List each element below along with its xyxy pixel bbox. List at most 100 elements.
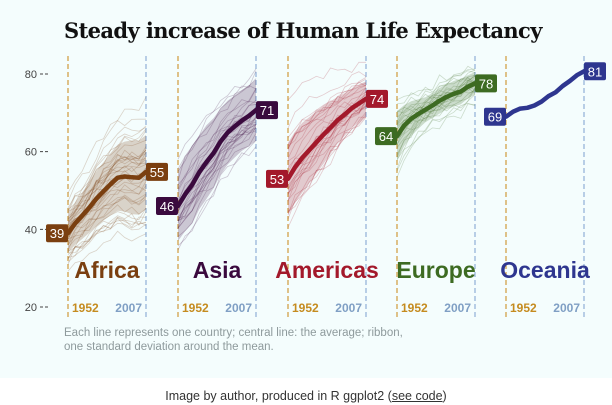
americas-country-line xyxy=(287,114,367,212)
americas-country-line xyxy=(287,78,367,138)
africa-end-value-label-badge xyxy=(146,162,168,181)
africa-country-line xyxy=(67,207,147,254)
asia-country-line xyxy=(177,121,257,218)
europe-start-value-label-badge xyxy=(375,127,397,146)
africa-country-line xyxy=(67,126,147,212)
americas-country-line xyxy=(287,108,366,186)
asia-start-value-label: 46 xyxy=(160,199,174,214)
americas-country-line xyxy=(287,116,367,228)
africa-country-line xyxy=(67,128,147,209)
asia-country-line xyxy=(177,124,257,222)
africa-start-value-label-badge xyxy=(46,224,68,243)
asia-country-line xyxy=(177,70,257,170)
americas-country-line xyxy=(287,100,367,195)
americas-country-line xyxy=(287,77,367,146)
europe-country-line xyxy=(396,94,476,170)
europe-country-line xyxy=(396,75,476,123)
chart-panel xyxy=(0,0,612,378)
asia-country-line xyxy=(177,100,257,190)
americas-country-line xyxy=(287,91,367,162)
y-tick-label: 60 xyxy=(25,147,37,159)
y-tick-label: 40 xyxy=(25,224,37,236)
europe-country-line xyxy=(396,102,476,172)
europe-mean-line xyxy=(394,81,478,139)
europe-country-line xyxy=(396,77,476,125)
asia-country-line xyxy=(177,123,257,221)
africa-country-line xyxy=(67,151,147,223)
africa-country-line xyxy=(67,96,147,193)
oceania-start-year-label: 1952 xyxy=(510,301,537,315)
africa-region-label: Africa xyxy=(74,257,139,283)
asia-country-line xyxy=(177,104,257,201)
africa-country-line xyxy=(67,139,147,212)
americas-country-line xyxy=(287,61,366,101)
africa-country-line xyxy=(67,149,147,219)
europe-end-year-label: 2007 xyxy=(444,301,471,315)
asia-country-line xyxy=(177,116,257,212)
europe-country-line xyxy=(396,68,476,105)
europe-region-label: Europe xyxy=(396,257,475,283)
oceania-start-value-label-badge xyxy=(484,107,506,126)
americas-country-line xyxy=(287,112,367,220)
asia-region-label: Asia xyxy=(193,257,242,283)
chart-title: Steady increase of Human Life Expectancy xyxy=(64,18,542,43)
asia-country-line xyxy=(177,100,257,203)
life-expectancy-chart: 20 40 60 80 39 55 Africa 1952 2007 46 71 Asia 1952 20… xyxy=(25,56,606,317)
africa-country-line xyxy=(67,186,147,239)
asia-sd-ribbon xyxy=(178,79,256,242)
asia-end-value-label-badge xyxy=(256,101,278,120)
oceania-mean-line xyxy=(503,69,587,119)
europe-country-line xyxy=(396,74,476,133)
africa-country-line xyxy=(67,155,147,231)
africa-country-line xyxy=(67,150,147,217)
y-tick-label: 20 xyxy=(25,302,37,314)
africa-country-line xyxy=(67,204,147,256)
africa-end-value-label: 55 xyxy=(150,165,164,180)
europe-country-line xyxy=(396,65,476,101)
asia-country-line xyxy=(177,68,257,160)
americas-start-value-label-badge xyxy=(266,169,288,188)
asia-country-line xyxy=(177,85,257,182)
oceania-start-value-label: 69 xyxy=(488,110,502,125)
asia-end-year-label: 2007 xyxy=(225,301,252,315)
asia-country-line xyxy=(177,88,257,186)
asia-country-line xyxy=(177,133,257,237)
americas-country-line xyxy=(287,81,367,147)
africa-country-line xyxy=(67,230,147,272)
europe-sd-ribbon xyxy=(397,72,475,161)
oceania-end-value-label-badge xyxy=(584,62,606,81)
americas-country-line xyxy=(287,116,367,215)
africa-country-line xyxy=(67,211,147,252)
africa-country-line xyxy=(67,196,147,240)
americas-country-line xyxy=(287,85,367,159)
americas-country-line xyxy=(287,116,367,213)
africa-country-line xyxy=(67,149,147,223)
americas-start-value-label: 53 xyxy=(270,172,284,187)
africa-end-year-label: 2007 xyxy=(115,301,142,315)
americas-country-line xyxy=(287,102,367,189)
americas-country-line xyxy=(287,104,367,202)
africa-start-year-label: 1952 xyxy=(72,301,99,315)
asia-country-line xyxy=(177,116,257,224)
africa-country-line xyxy=(67,216,147,259)
europe-start-value-label: 64 xyxy=(379,129,393,144)
europe-country-line xyxy=(396,70,476,113)
africa-country-line xyxy=(67,130,147,214)
asia-country-line xyxy=(177,78,257,172)
caption-suffix: ) xyxy=(442,389,447,403)
see-code-link[interactable]: see code xyxy=(391,389,443,403)
asia-country-line xyxy=(177,129,257,229)
europe-country-line xyxy=(396,87,476,158)
asia-country-line xyxy=(177,140,257,251)
americas-country-line xyxy=(287,101,367,195)
americas-end-value-label-badge xyxy=(366,89,388,108)
africa-mean-line xyxy=(65,169,149,236)
asia-start-year-label: 1952 xyxy=(182,301,209,315)
africa-country-line xyxy=(67,196,147,245)
oceania-end-year-label: 2007 xyxy=(553,301,580,315)
americas-country-line xyxy=(287,71,367,129)
americas-country-line xyxy=(287,87,367,149)
africa-country-line xyxy=(67,118,146,202)
africa-country-line xyxy=(67,184,147,246)
asia-country-line xyxy=(177,146,257,247)
